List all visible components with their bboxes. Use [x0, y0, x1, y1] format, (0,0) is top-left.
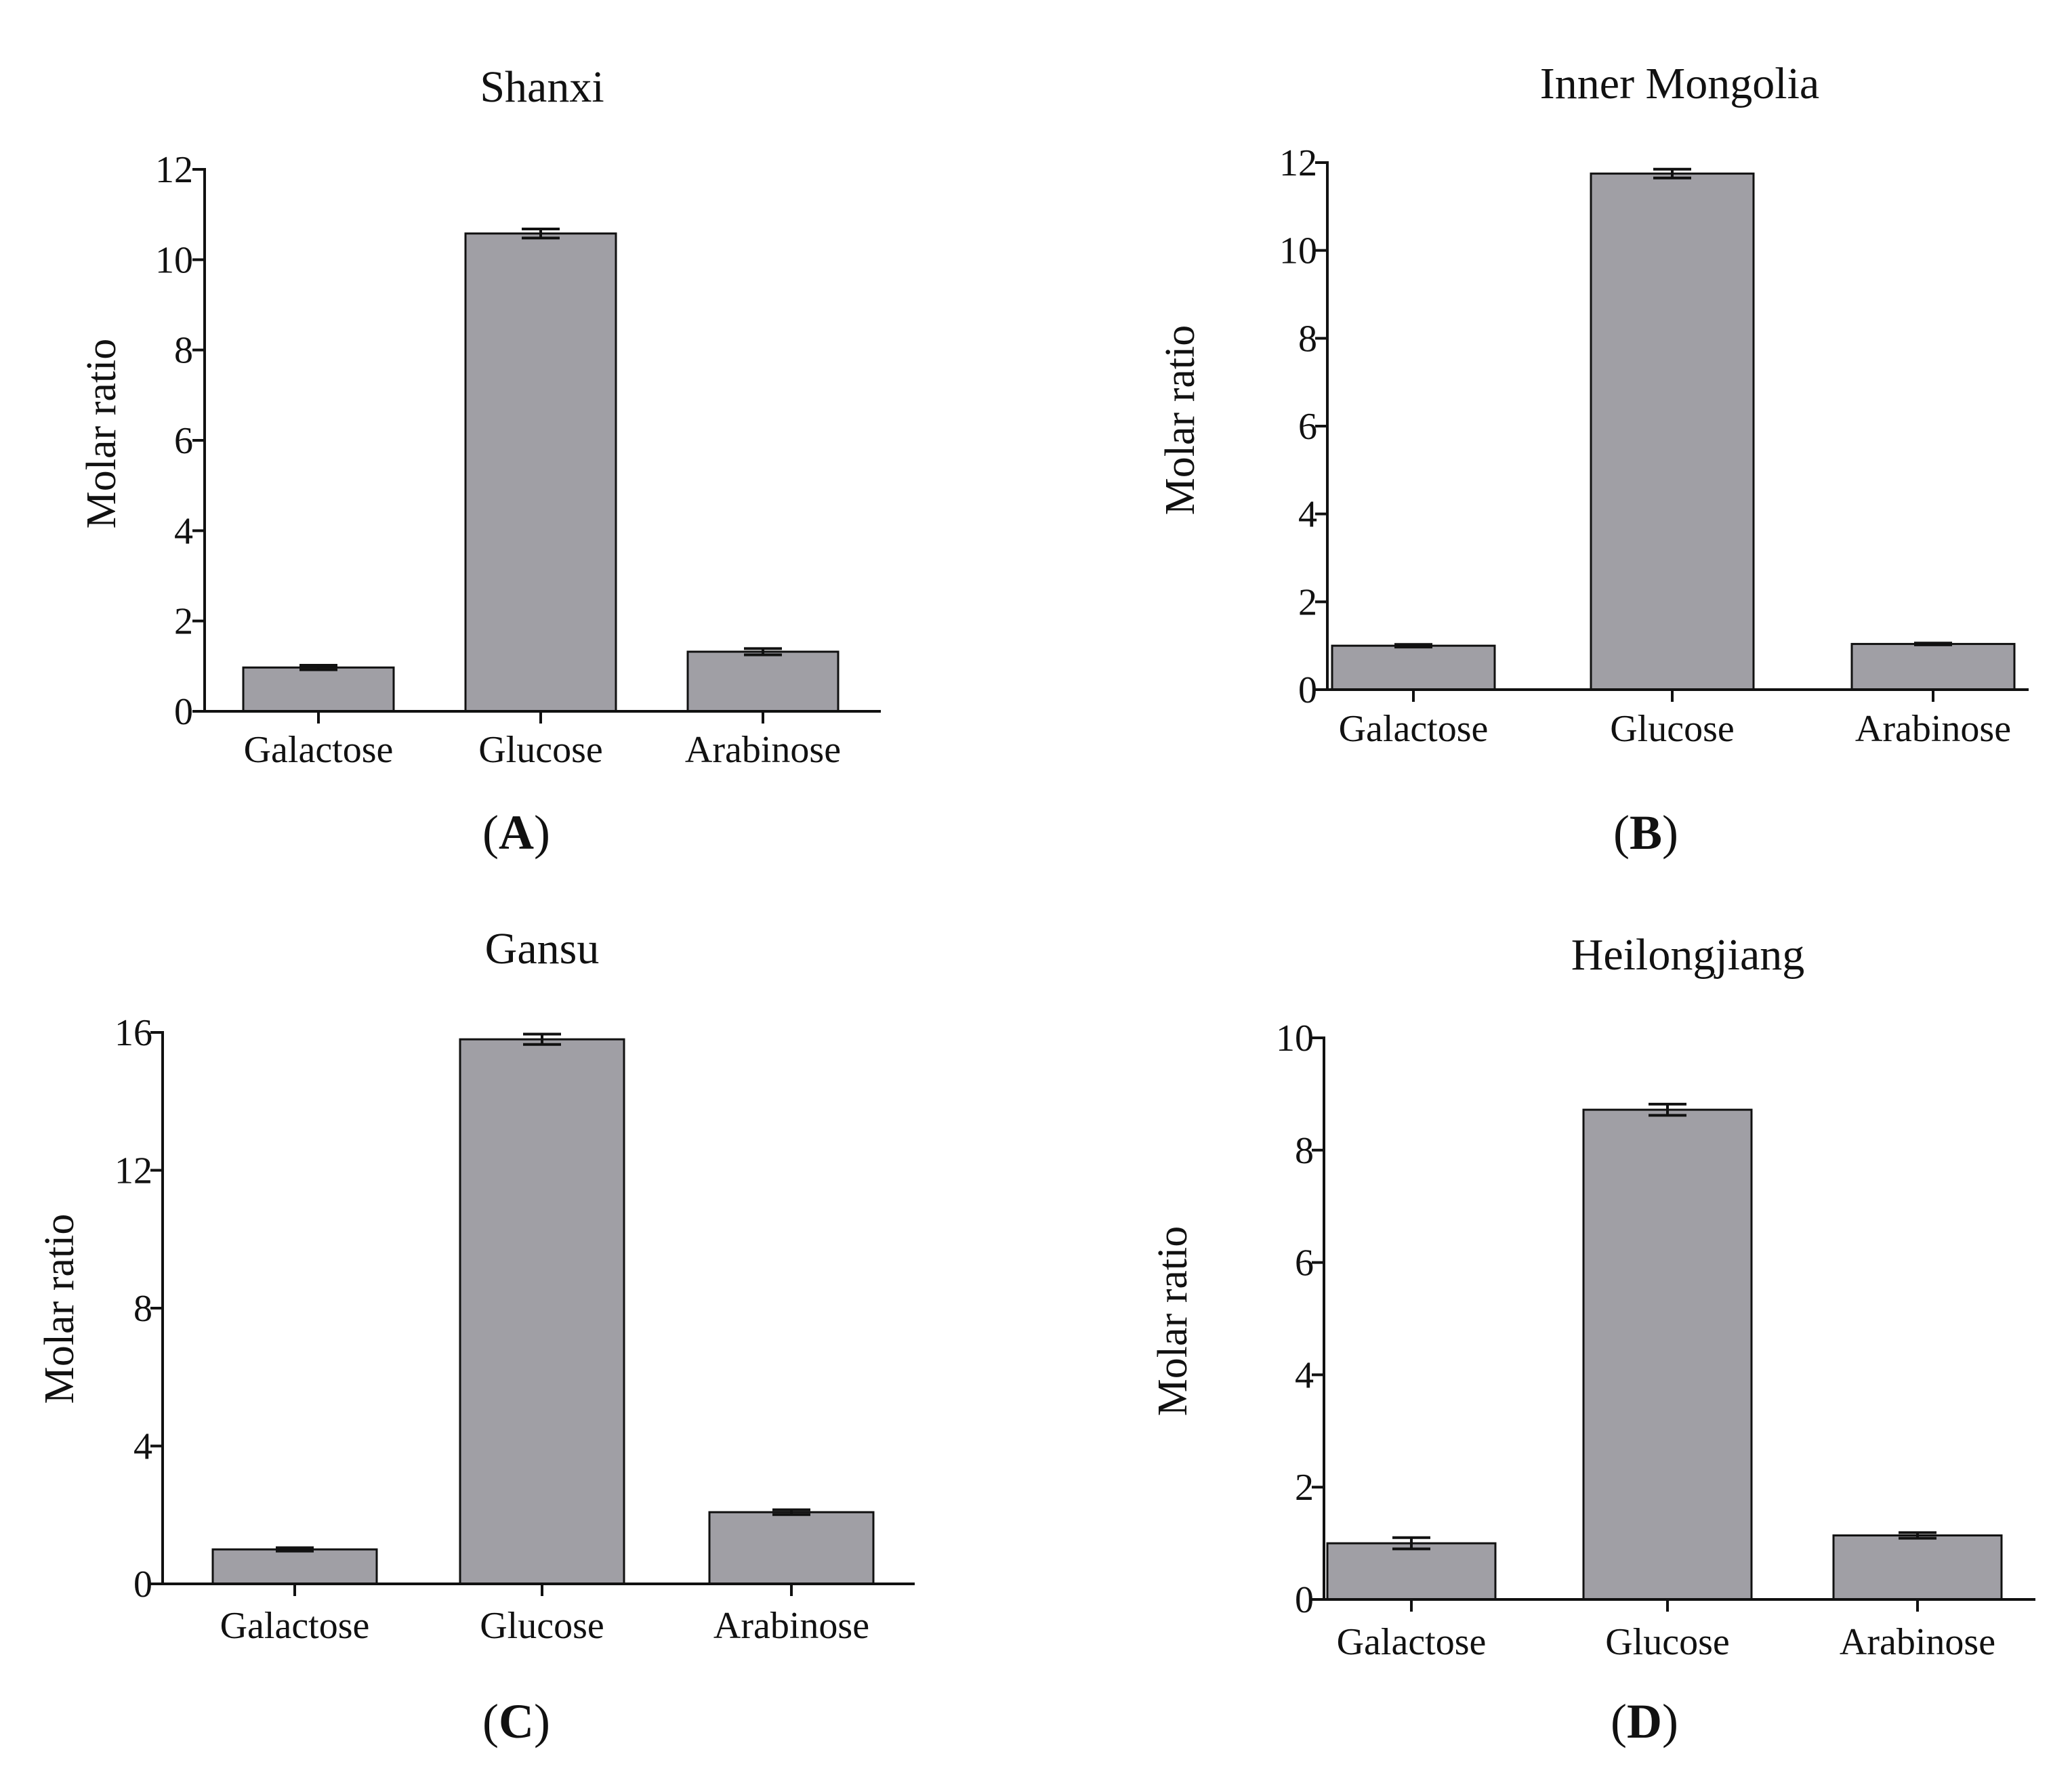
error-bar-arabinose	[772, 1508, 810, 1516]
y-tick-label: 8	[1295, 1130, 1314, 1172]
bar-arabinose	[708, 1511, 875, 1585]
error-bar-glucose	[522, 228, 560, 240]
chart-svg-b: Inner Mongolia Molar ratio Galactose Glucos…	[1157, 59, 2029, 750]
x-tick-label-glucose: Glucose	[1610, 708, 1735, 750]
bar-galactose	[211, 1548, 378, 1585]
error-bar-glucose	[1653, 167, 1691, 180]
error-bar-arabinose	[1899, 1531, 1936, 1540]
panel-label-b: (B)	[1613, 805, 1678, 860]
y-tick-label: 4	[1298, 494, 1317, 536]
x-tick-label-glucose: Glucose	[478, 729, 603, 771]
panel-label-c: (C)	[482, 1694, 550, 1748]
y-tick-label: 4	[1295, 1354, 1314, 1396]
y-axis-label: Molar ratio	[37, 1214, 83, 1404]
error-bar-arabinose	[1914, 642, 1952, 646]
error-bar-galactose	[276, 1546, 314, 1553]
panel-letter-d: D	[1627, 1694, 1662, 1748]
error-bar-galactose	[1394, 643, 1432, 649]
y-tick-label: 4	[174, 510, 193, 552]
y-tick-label: 6	[1298, 406, 1317, 448]
y-tick-label: 10	[1276, 1018, 1314, 1060]
y-tick-label: 0	[1298, 669, 1317, 711]
y-tick-label: 2	[1298, 581, 1317, 623]
bar-arabinose	[1832, 1534, 2003, 1601]
bar-arabinose	[686, 650, 840, 713]
y-tick-label: 8	[174, 330, 193, 372]
y-tick-label: 10	[155, 239, 193, 281]
panel-label-d: (D)	[1611, 1694, 1678, 1748]
y-tick-label: 10	[1279, 230, 1317, 272]
chart-title: Heilongjiang	[1571, 930, 1805, 980]
x-tick-label-arabinose: Arabinose	[685, 729, 841, 771]
chart-svg-a: Shanxi Molar ratio Galactose Glucose Arabino…	[79, 62, 881, 771]
panel-letter-c: C	[499, 1694, 534, 1748]
x-tick-label-arabinose: Arabinose	[1855, 708, 2011, 750]
y-axis-label: Molar ratio	[1150, 1226, 1196, 1417]
bar-arabinose	[1850, 643, 2016, 691]
chart-title: Inner Mongolia	[1540, 59, 1819, 108]
x-tick-label-glucose: Glucose	[1605, 1621, 1730, 1663]
bar-galactose	[242, 666, 395, 713]
x-tick-label-galactose: Galactose	[244, 729, 394, 771]
panel-letter-a: A	[499, 805, 534, 860]
y-axis-label: Molar ratio	[79, 339, 125, 529]
x-tick-label-galactose: Galactose	[1337, 1621, 1487, 1663]
y-tick-label: 0	[174, 691, 193, 733]
error-bar-arabinose	[744, 647, 782, 656]
chart-svg-d: Heilongjiang Molar ratio Galactose Glucose A…	[1150, 930, 2035, 1663]
bar-galactose	[1326, 1542, 1497, 1601]
chart-title: Gansu	[485, 924, 600, 973]
chart-svg-c: Gansu Molar ratio Galactose Glucose Arabinos…	[37, 924, 915, 1647]
bar-galactose	[1331, 644, 1496, 691]
y-tick-label: 2	[174, 601, 193, 643]
y-tick-label: 0	[133, 1564, 152, 1606]
y-tick-label: 8	[1298, 318, 1317, 360]
chart-panel-b: Inner Mongolia Molar ratio Galactose Glucos…	[1036, 0, 2072, 890]
x-tick-label-glucose: Glucose	[480, 1605, 604, 1647]
y-tick-label: 0	[1295, 1579, 1314, 1621]
y-tick-label: 6	[174, 420, 193, 462]
x-tick-label-galactose: Galactose	[1339, 708, 1489, 750]
y-tick-label: 8	[133, 1288, 152, 1330]
x-tick-label-arabinose: Arabinose	[713, 1605, 869, 1647]
chart-panel-a: Shanxi Molar ratio Galactose Glucose Arabino…	[0, 0, 1036, 890]
error-bar-glucose	[1649, 1102, 1686, 1117]
y-axis-label: Molar ratio	[1157, 325, 1203, 516]
y-tick-label: 12	[155, 149, 193, 191]
y-tick-label: 4	[133, 1426, 152, 1468]
y-tick-label: 16	[115, 1012, 152, 1054]
panel-label-a: (A)	[482, 805, 550, 860]
bar-glucose	[459, 1038, 625, 1585]
y-tick-label: 6	[1295, 1242, 1314, 1284]
y-tick-label: 12	[1279, 142, 1317, 184]
bar-glucose	[1582, 1108, 1753, 1601]
bar-glucose	[464, 232, 617, 713]
x-tick-label-galactose: Galactose	[220, 1605, 370, 1647]
y-tick-label: 2	[1295, 1467, 1314, 1509]
y-tick-label: 12	[115, 1150, 152, 1192]
panel-letter-b: B	[1629, 805, 1663, 860]
error-bar-galactose	[1392, 1536, 1430, 1551]
error-bar-galactose	[299, 664, 337, 671]
chart-title: Shanxi	[480, 62, 604, 112]
bar-glucose	[1590, 172, 1755, 691]
x-tick-label-arabinose: Arabinose	[1840, 1621, 1995, 1663]
chart-panel-d: Heilongjiang Molar ratio Galactose Glucose A…	[1036, 890, 2072, 1781]
error-bar-glucose	[523, 1032, 561, 1046]
chart-panel-c: Gansu Molar ratio Galactose Glucose Arabinos…	[0, 890, 1036, 1781]
